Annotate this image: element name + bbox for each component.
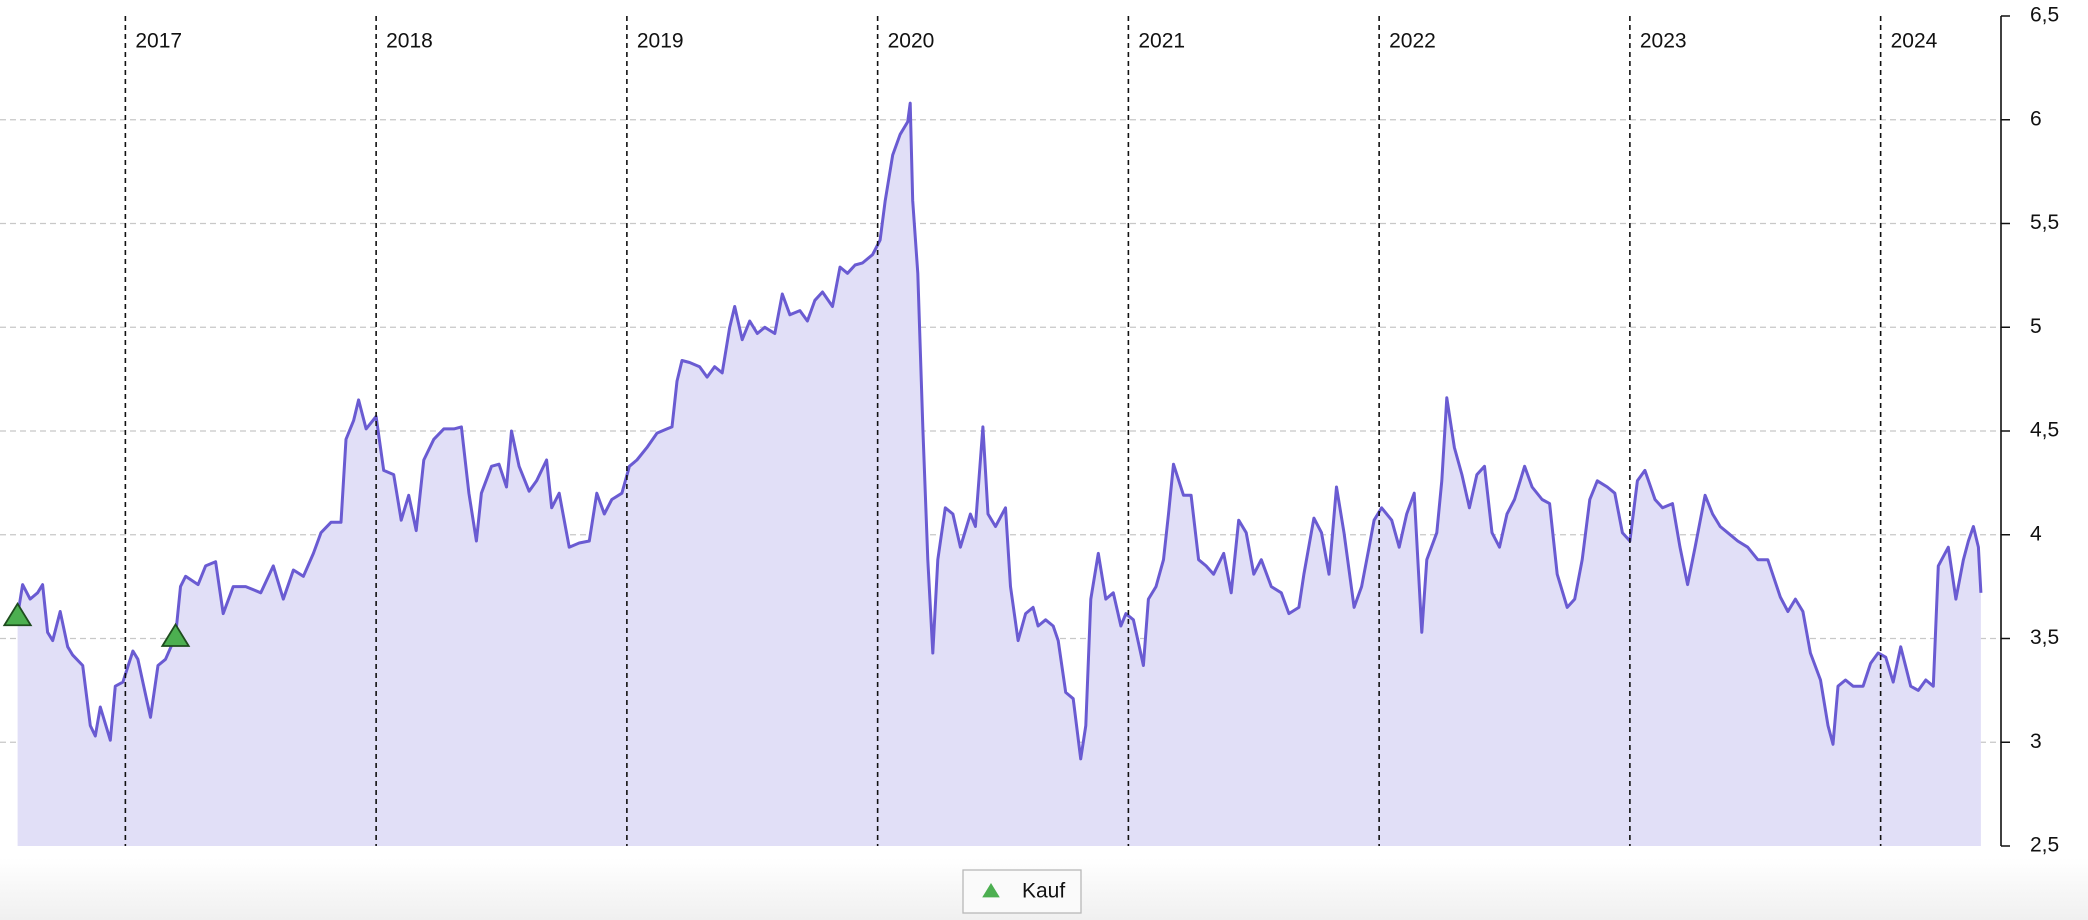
x-tick-label: 2023 bbox=[1640, 30, 1687, 53]
x-tick-label: 2024 bbox=[1891, 30, 1938, 53]
y-tick-label: 4 bbox=[2030, 522, 2042, 545]
x-tick-label: 2019 bbox=[637, 30, 684, 53]
y-tick-label: 5,5 bbox=[2030, 211, 2059, 234]
y-tick-label: 3,5 bbox=[2030, 626, 2059, 649]
buy-marker bbox=[160, 622, 191, 647]
y-tick-label: 5 bbox=[2030, 315, 2042, 338]
legend-symbol bbox=[982, 883, 1000, 898]
y-tick-label: 6 bbox=[2030, 107, 2042, 130]
y-tick-label: 2,5 bbox=[2030, 834, 2059, 857]
y-tick-label: 6,5 bbox=[2030, 4, 2059, 27]
x-tick-label: 2020 bbox=[888, 30, 935, 53]
x-tick-label: 2017 bbox=[135, 30, 182, 53]
legend-label: Kauf bbox=[1022, 880, 1065, 903]
legend-box[interactable] bbox=[962, 869, 1082, 914]
price-line bbox=[16, 101, 1983, 761]
y-tick-label: 4,5 bbox=[2030, 419, 2059, 442]
area-fill bbox=[17, 103, 1981, 847]
x-tick-label: 2018 bbox=[386, 30, 433, 53]
buy-marker bbox=[2, 601, 33, 627]
x-tick-label: 2021 bbox=[1138, 30, 1185, 53]
y-tick-label: 3 bbox=[2030, 730, 2042, 753]
x-tick-label: 2022 bbox=[1389, 30, 1436, 53]
